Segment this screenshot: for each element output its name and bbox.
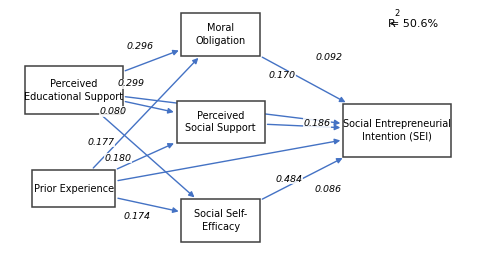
Text: 0.170: 0.170 — [268, 71, 295, 80]
Text: 0.086: 0.086 — [315, 185, 342, 195]
FancyBboxPatch shape — [32, 170, 116, 207]
FancyBboxPatch shape — [343, 104, 451, 157]
Text: R: R — [388, 19, 396, 29]
Text: 0.092: 0.092 — [316, 53, 343, 62]
FancyBboxPatch shape — [182, 13, 260, 56]
Text: 0.296: 0.296 — [126, 42, 153, 51]
FancyBboxPatch shape — [176, 101, 264, 143]
Text: = 50.6%: = 50.6% — [390, 19, 438, 29]
Text: Perceived
Social Support: Perceived Social Support — [186, 111, 256, 133]
Text: Moral
Obligation: Moral Obligation — [196, 23, 246, 46]
FancyBboxPatch shape — [24, 66, 122, 114]
Text: 2: 2 — [394, 9, 400, 18]
Text: 0.177: 0.177 — [87, 138, 114, 147]
Text: 0.180: 0.180 — [104, 154, 131, 163]
Text: 0.174: 0.174 — [124, 212, 151, 221]
Text: 0.186: 0.186 — [304, 119, 330, 128]
Text: Social Self-
Efficacy: Social Self- Efficacy — [194, 209, 247, 232]
Text: Prior Experience: Prior Experience — [34, 184, 114, 193]
Text: 0.299: 0.299 — [118, 79, 145, 88]
FancyBboxPatch shape — [182, 199, 260, 242]
Text: 0.484: 0.484 — [276, 175, 302, 184]
Text: Perceived
Educational Support: Perceived Educational Support — [24, 79, 123, 102]
Text: Social Entrepreneurial
Intention (SEI): Social Entrepreneurial Intention (SEI) — [343, 119, 451, 141]
Text: 0.080: 0.080 — [100, 107, 126, 116]
